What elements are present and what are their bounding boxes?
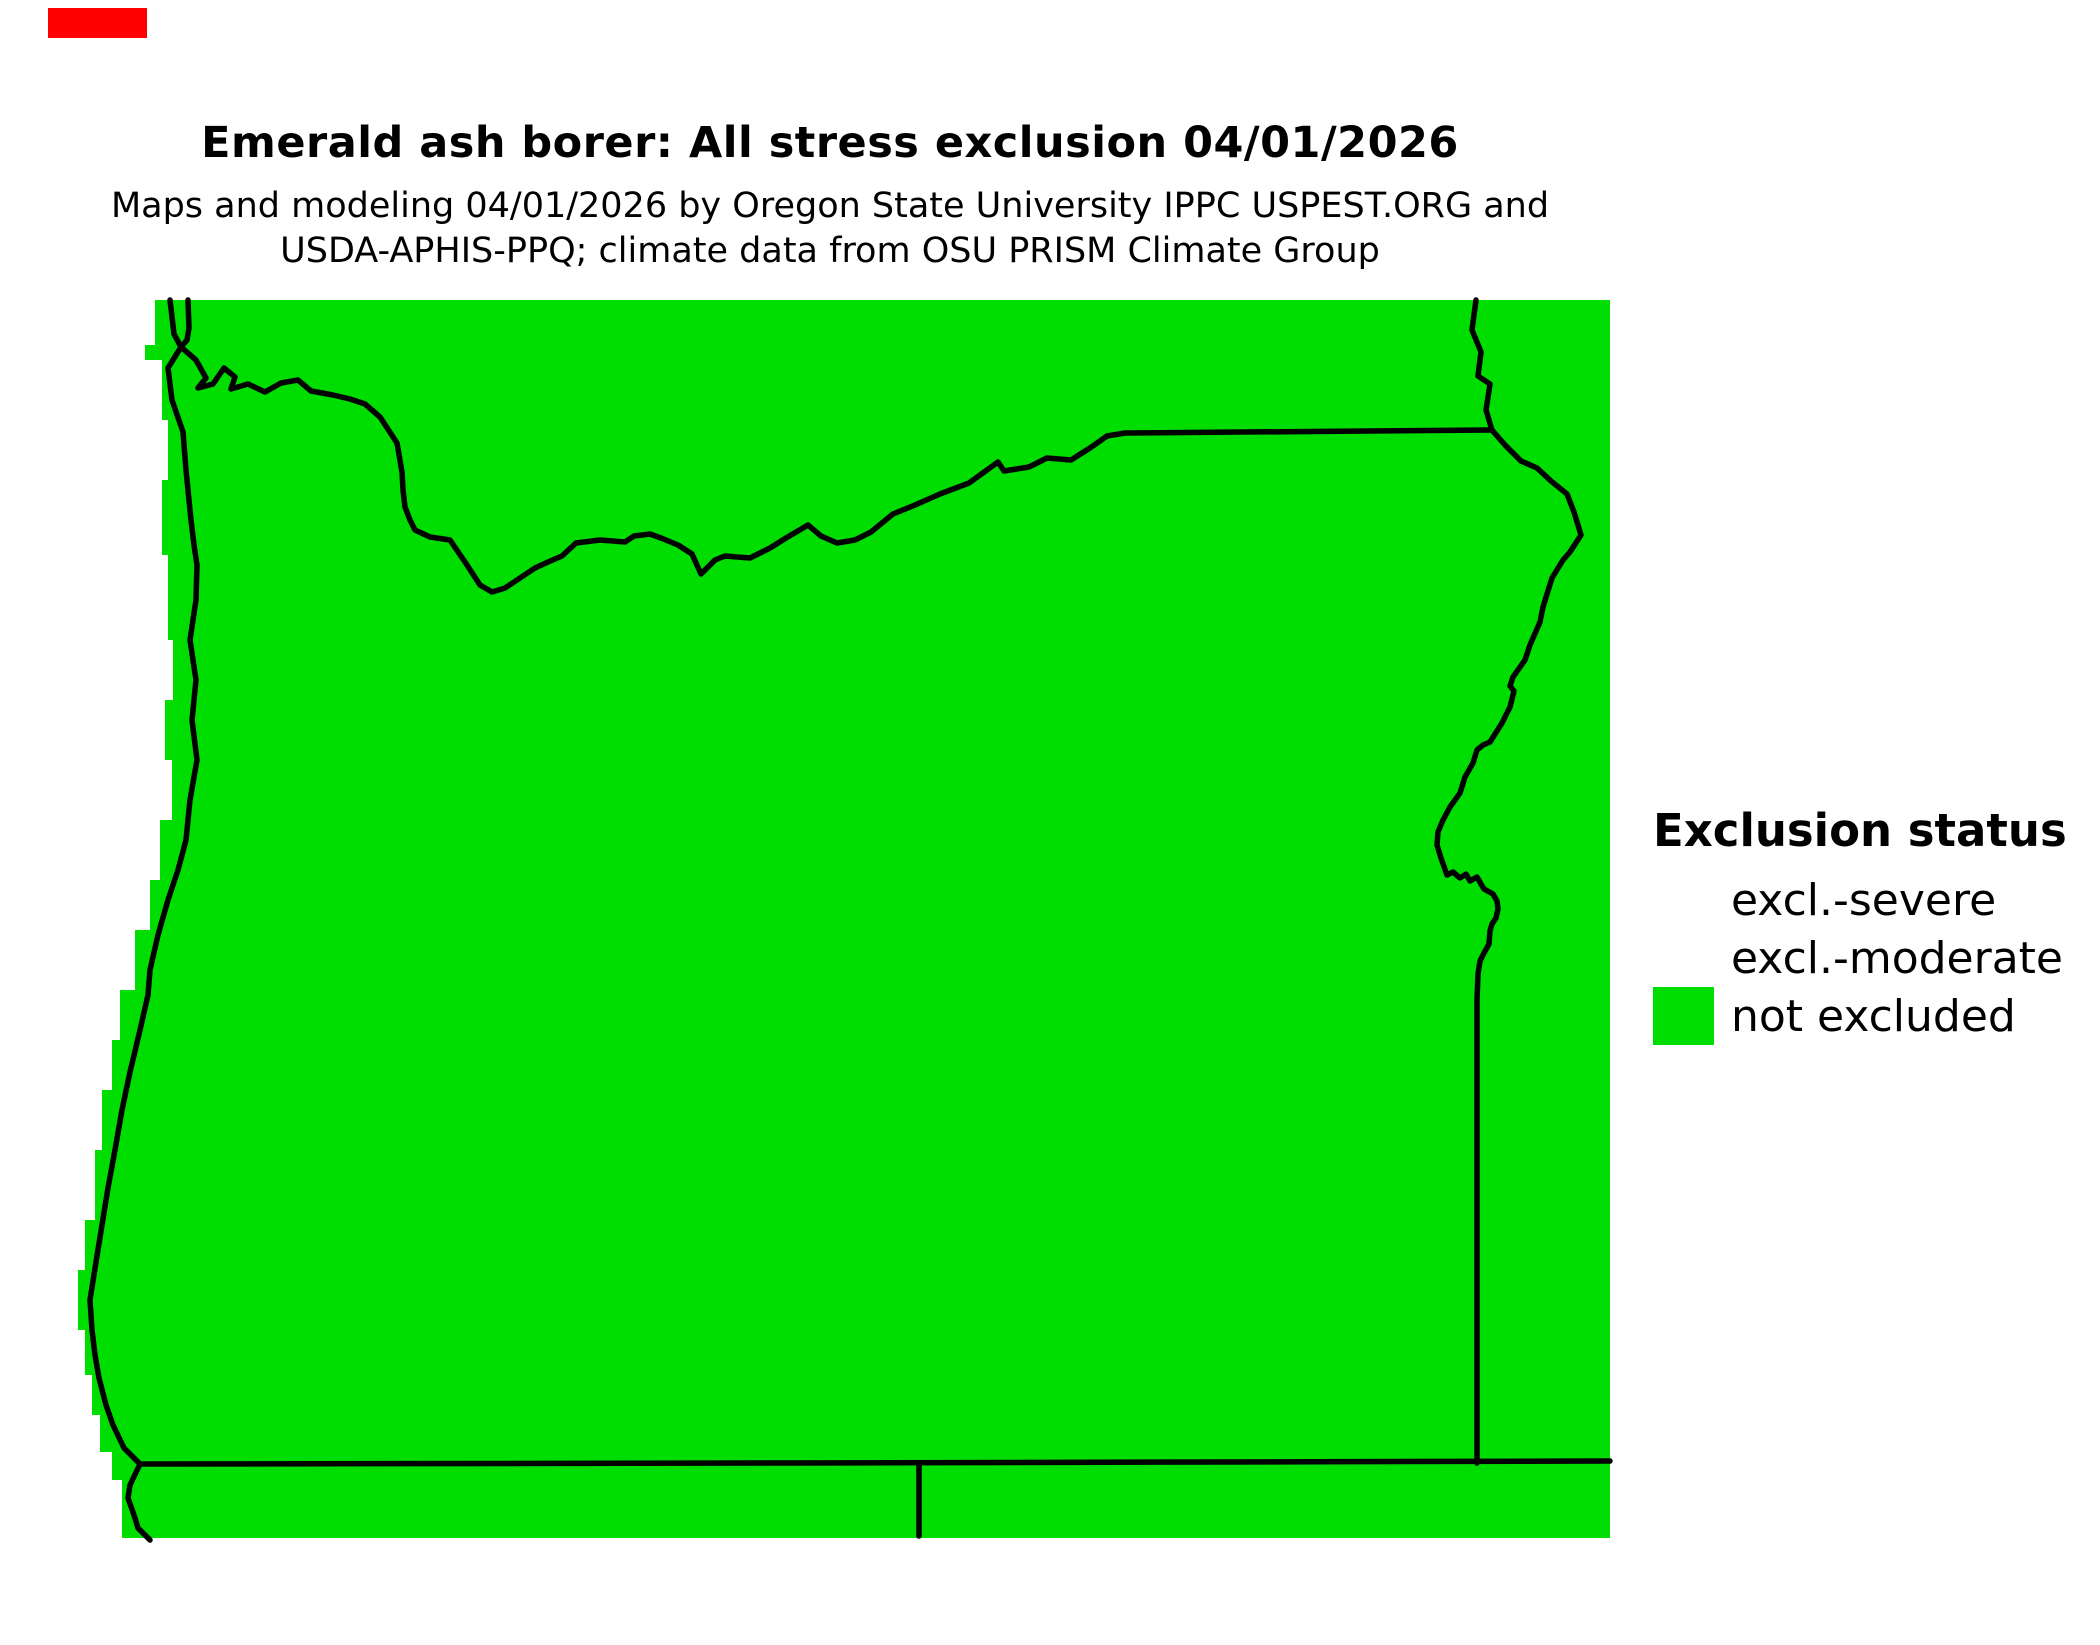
subtitle-line-2: USDA-APHIS-PPQ; climate data from OSU PR… (280, 231, 1380, 271)
state-boundary-lines (87, 297, 1613, 1543)
wa-id-border (1469, 297, 1495, 433)
legend-item-not-excluded: not excluded (1653, 987, 2093, 1045)
severe-swatch (1653, 871, 1714, 929)
north-border (178, 344, 1495, 595)
legend-item-severe: excl.-severe (1653, 871, 2093, 929)
map-land-area (78, 300, 1610, 1538)
legend-title: Exclusion status (1653, 804, 2067, 857)
page-title: Emerald ash borer: All stress exclusion … (201, 118, 1459, 168)
coastline (87, 344, 200, 1467)
legend-item-moderate: excl.-moderate (1653, 929, 2093, 987)
legend-item-label: not excluded (1731, 990, 2016, 1042)
legend-item-label: excl.-severe (1731, 874, 1997, 926)
coastline-south (125, 1461, 153, 1543)
legend-item-label: excl.-moderate (1731, 932, 2063, 984)
east-border-snake-river (1434, 427, 1584, 1466)
not-excluded-swatch (1653, 987, 1714, 1045)
page-subtitle: Maps and modeling 04/01/2026 by Oregon S… (0, 184, 1660, 274)
subtitle-line-1: Maps and modeling 04/01/2026 by Oregon S… (110, 186, 1550, 226)
recording-marker (48, 8, 147, 38)
moderate-swatch (1653, 929, 1714, 987)
columbia-mouth-line (167, 297, 192, 350)
legend: Exclusion status excl.-severe excl.-mode… (1653, 804, 2093, 1045)
south-border (137, 1458, 1613, 1467)
